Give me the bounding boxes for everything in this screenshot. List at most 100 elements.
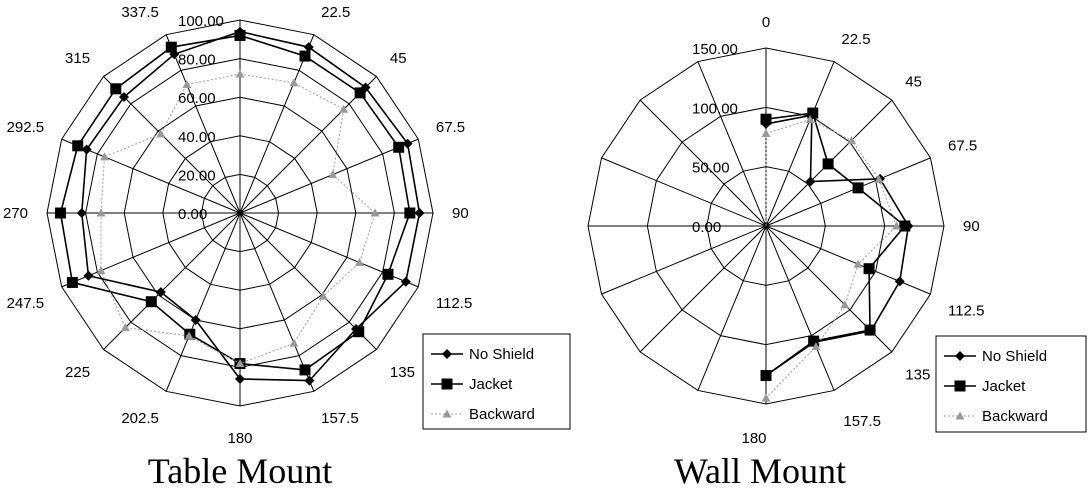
data-point xyxy=(182,80,192,89)
data-point xyxy=(83,270,94,281)
data-point xyxy=(120,323,130,332)
legend-label: Jacket xyxy=(469,376,513,393)
angle-label: 45 xyxy=(905,74,922,91)
gridline-spoke xyxy=(61,138,241,214)
gridline-spoke xyxy=(639,99,767,227)
data-point xyxy=(190,314,201,325)
legend-marker xyxy=(955,411,965,420)
legend: No Shield Jacket Backward xyxy=(422,333,571,430)
data-point xyxy=(235,373,245,384)
angle-label: 67.5 xyxy=(436,119,465,136)
gridline-spoke xyxy=(239,212,315,392)
angle-label: 135 xyxy=(390,364,415,381)
data-point xyxy=(370,208,380,217)
radial-tick-label: 80.00 xyxy=(178,52,216,69)
data-point xyxy=(165,41,177,53)
data-point xyxy=(155,287,166,298)
data-point xyxy=(805,176,816,187)
angle-label: 0 xyxy=(236,0,244,1)
data-point xyxy=(289,78,299,87)
data-point xyxy=(864,324,876,336)
data-point xyxy=(354,87,366,99)
legend-marker xyxy=(442,349,452,359)
data-point xyxy=(808,335,820,347)
gridline-spoke xyxy=(765,157,931,227)
angle-label: 202.5 xyxy=(121,410,159,427)
data-point xyxy=(303,42,314,53)
angle-label: 247.5 xyxy=(7,295,45,312)
angle-label: 157.5 xyxy=(843,413,881,430)
gridline-spoke xyxy=(239,138,419,214)
gridline-spoke xyxy=(765,225,931,295)
data-point xyxy=(76,208,87,218)
data-point xyxy=(304,375,315,386)
data-point xyxy=(822,158,834,170)
angle-label: 22.5 xyxy=(841,31,870,48)
radial-tick-label: 100.00 xyxy=(692,100,738,117)
radial-tick-label: 20.00 xyxy=(178,167,216,184)
data-point xyxy=(156,129,166,138)
data-point xyxy=(811,342,821,351)
data-point xyxy=(382,268,394,280)
data-point xyxy=(840,300,850,309)
angle-label: 67.5 xyxy=(948,138,977,155)
data-point xyxy=(289,338,299,347)
gridline-spoke xyxy=(697,225,767,391)
series-backward xyxy=(96,69,380,368)
gridline-spoke xyxy=(165,34,241,214)
data-point xyxy=(402,138,413,149)
angle-label: 90 xyxy=(963,218,980,235)
legend-marker xyxy=(954,380,966,392)
legend-label: Backward xyxy=(982,408,1048,425)
series-backward xyxy=(761,115,902,402)
gridline-spoke xyxy=(601,225,767,295)
angle-label: 292.5 xyxy=(7,119,45,136)
angle-label: 225 xyxy=(65,364,90,381)
data-point xyxy=(863,263,875,275)
angle-label: 90 xyxy=(452,205,469,222)
legend-label: Backward xyxy=(469,406,535,423)
radial-tick-label: 40.00 xyxy=(178,129,216,146)
data-point xyxy=(72,140,84,152)
radial-tick-label: 0.00 xyxy=(178,206,207,223)
data-point xyxy=(852,182,864,194)
data-point xyxy=(299,50,311,62)
wall-mount-chart: 0.00 50.00 100.00 150.00 0 22.5 45 67.5 90 112.5 1… xyxy=(587,14,1087,491)
grid xyxy=(46,19,434,407)
data-point xyxy=(339,104,349,113)
data-point xyxy=(853,259,863,268)
chart-caption: Table Mount xyxy=(148,451,332,491)
series-line xyxy=(765,119,898,399)
data-point xyxy=(874,174,884,183)
data-point xyxy=(145,296,157,308)
angle-label: 112.5 xyxy=(436,295,472,312)
gridline-spoke xyxy=(165,212,241,392)
legend-label: No Shield xyxy=(469,346,534,363)
data-point xyxy=(353,326,365,338)
radial-tick-label: 100.00 xyxy=(178,13,224,30)
angle-label: 180 xyxy=(741,430,766,447)
data-point xyxy=(899,220,911,232)
radial-tick-label: 60.00 xyxy=(178,90,216,107)
radial-tick-label: 150.00 xyxy=(692,41,738,58)
data-point xyxy=(234,29,246,41)
legend-label: No Shield xyxy=(982,348,1047,365)
series-jacket xyxy=(760,107,911,382)
series-line xyxy=(765,112,906,377)
legend: No Shield Jacket Backward xyxy=(935,335,1087,433)
data-point xyxy=(805,115,815,124)
gridline-spoke xyxy=(239,76,377,214)
chart-caption: Wall Mount xyxy=(674,451,846,491)
gridline-spoke xyxy=(639,225,767,353)
legend-marker xyxy=(955,351,965,361)
data-point xyxy=(354,257,364,266)
gridline-spoke xyxy=(765,225,835,391)
data-point xyxy=(761,128,771,137)
legend-marker xyxy=(441,378,453,390)
table-mount-chart: 0.00 20.00 40.00 60.00 80.00 100.00 0 22.5 45 67.… xyxy=(3,0,571,491)
data-point xyxy=(118,91,129,102)
gridline-spoke xyxy=(239,34,315,214)
data-point xyxy=(66,276,78,288)
data-point xyxy=(99,152,109,161)
